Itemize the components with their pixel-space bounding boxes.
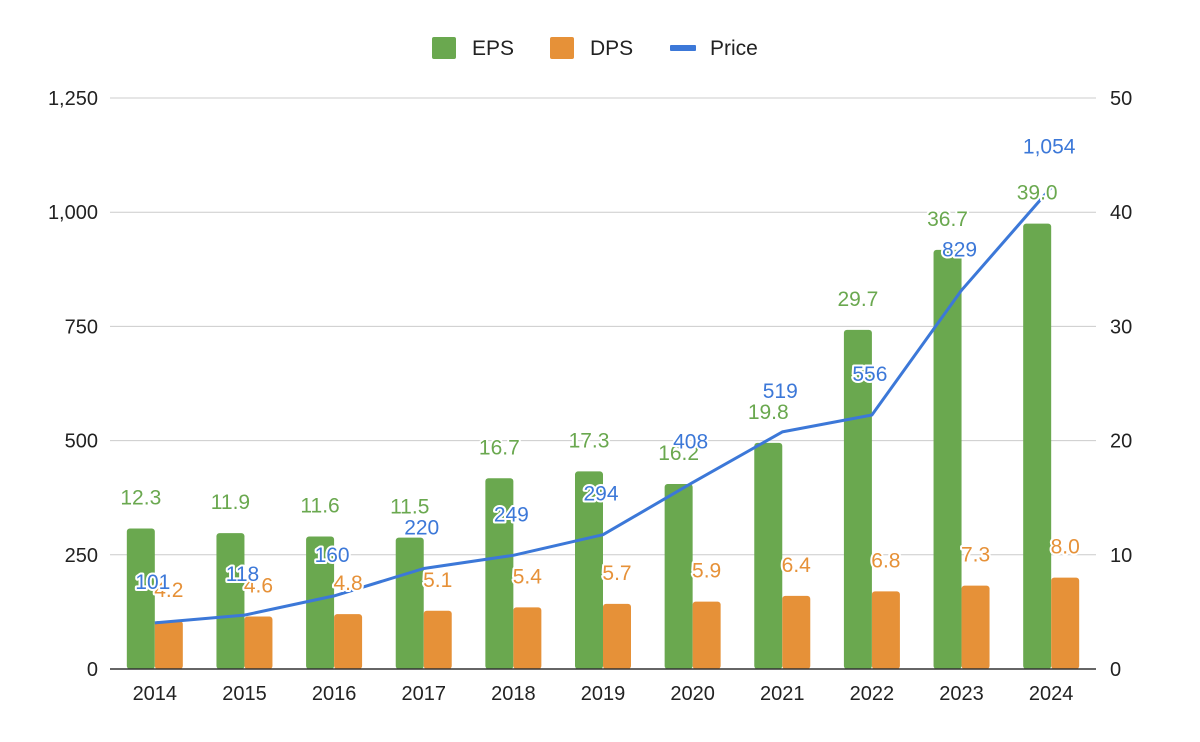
right-axis: 0 10 20 30 40 50 xyxy=(1110,88,1132,681)
eps-bar xyxy=(306,536,335,669)
x-tick-label: 2022 xyxy=(850,683,895,705)
dps-bar xyxy=(423,610,452,669)
dps-data-label: 5.1 xyxy=(423,569,452,592)
eps-data-label: 11.5 xyxy=(390,496,429,519)
left-tick-label: 0 xyxy=(87,659,98,681)
dps-data-label: 7.3 xyxy=(961,544,990,567)
eps-data-label: 39.0 xyxy=(1017,182,1058,205)
x-axis: 2014 2015 2016 2017 2018 2019 2020 2021 2022 2023… xyxy=(133,683,1074,705)
price-data-label: 249 xyxy=(494,503,529,526)
eps-bar xyxy=(933,249,962,670)
x-tick-label: 2017 xyxy=(401,683,446,705)
left-tick-label: 500 xyxy=(65,431,98,453)
eps-data-label: 11.9 xyxy=(211,491,250,514)
right-tick-label: 50 xyxy=(1110,88,1132,110)
left-axis: 0 250 500 750 1,000 1,250 xyxy=(48,88,98,681)
eps-bar xyxy=(126,528,155,669)
eps-data-label: 19.8 xyxy=(748,401,789,424)
left-tick-label: 1,000 xyxy=(48,202,98,224)
right-tick-label: 30 xyxy=(1110,316,1132,338)
dps-bar xyxy=(782,595,811,669)
legend-label: Price xyxy=(710,37,758,60)
x-tick-label: 2019 xyxy=(581,683,626,705)
x-tick-label: 2014 xyxy=(133,683,178,705)
left-tick-label: 750 xyxy=(65,316,98,338)
x-tick-label: 2015 xyxy=(222,683,267,705)
eps-bar xyxy=(664,483,693,669)
eps-bar xyxy=(395,537,424,669)
dps-data-label: 6.4 xyxy=(782,554,812,577)
legend-swatch xyxy=(550,37,574,59)
eps-bar xyxy=(575,471,603,669)
eps-data-label: 17.3 xyxy=(569,429,610,452)
price-data-label: 101 xyxy=(135,571,170,594)
dps-bar xyxy=(154,621,183,669)
dps-data-label: 4.8 xyxy=(333,572,362,595)
price-data-label: 220 xyxy=(404,517,439,540)
dps-bar xyxy=(1051,577,1080,669)
eps-bar xyxy=(485,478,514,669)
right-tick-label: 10 xyxy=(1110,545,1132,567)
legend-label: DPS xyxy=(590,37,633,60)
dps-bar xyxy=(603,603,631,669)
legend-label: EPS xyxy=(472,37,514,60)
x-tick-label: 2020 xyxy=(670,683,715,705)
dps-data-label: 8.0 xyxy=(1051,536,1080,559)
dps-data-label: 5.4 xyxy=(513,565,543,588)
dps-data-label: 4.2 xyxy=(154,579,183,602)
gridlines xyxy=(110,97,1096,556)
eps-data-label: 16.2 xyxy=(658,442,699,465)
dps-bar xyxy=(244,616,273,669)
eps-bar xyxy=(1023,223,1052,669)
price-data-label: 519 xyxy=(763,380,798,403)
dps-bar xyxy=(961,585,990,669)
legend: EPS DPS Price xyxy=(432,37,758,60)
eps-data-label: 12.3 xyxy=(120,487,161,510)
legend-swatch xyxy=(670,45,696,51)
price-data-label: 1,054 xyxy=(1023,136,1076,159)
price-data-label: 408 xyxy=(673,431,708,454)
eps-bar xyxy=(216,533,245,669)
eps-bar xyxy=(843,329,872,669)
dps-data-label: 5.7 xyxy=(602,562,631,585)
price-data-label: 294 xyxy=(583,483,618,506)
left-tick-label: 1,250 xyxy=(48,88,98,110)
x-tick-label: 2024 xyxy=(1029,683,1074,705)
right-tick-label: 40 xyxy=(1110,202,1132,224)
dps-data-label: 6.8 xyxy=(871,549,900,572)
price-data-label: 556 xyxy=(852,363,887,386)
bars xyxy=(126,223,1080,670)
dps-data-label: 4.6 xyxy=(244,574,273,597)
eps-bar xyxy=(754,442,783,669)
eps-data-label: 16.7 xyxy=(479,436,520,459)
x-tick-label: 2021 xyxy=(760,683,805,705)
price-line xyxy=(154,186,1053,625)
x-tick-label: 2018 xyxy=(491,683,536,705)
eps-data-label: 11.6 xyxy=(300,495,339,518)
dps-bar xyxy=(513,607,542,669)
right-tick-label: 0 xyxy=(1110,659,1121,681)
x-tick-label: 2023 xyxy=(939,683,984,705)
dps-bar xyxy=(871,591,900,669)
dps-data-label: 5.9 xyxy=(692,560,721,583)
legend-swatch xyxy=(432,37,456,59)
left-tick-label: 250 xyxy=(65,545,98,567)
price-data-label: 160 xyxy=(315,544,350,567)
dps-bar xyxy=(692,601,721,669)
price-data-label: 118 xyxy=(226,563,259,586)
x-tick-label: 2016 xyxy=(312,683,357,705)
right-tick-label: 20 xyxy=(1110,431,1132,453)
price-series-line xyxy=(154,186,1053,625)
eps-data-label: 29.7 xyxy=(837,288,878,311)
dps-bar xyxy=(334,614,363,669)
price-data-label: 829 xyxy=(942,238,977,261)
eps-data-label: 36.7 xyxy=(927,208,968,231)
